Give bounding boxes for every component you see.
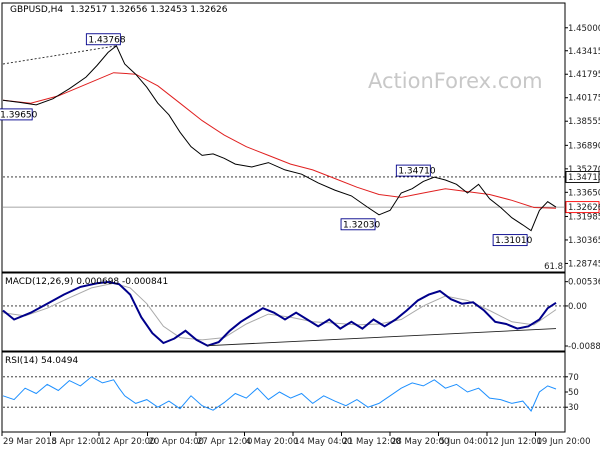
price-y-axis: 1.45000 1.43415 1.41795 1.40175 1.38555 1.368… <box>565 24 600 269</box>
price-badge <box>565 171 600 183</box>
x-tick-label: 19 Jun 20:00 <box>537 437 591 447</box>
macd-panel-frame <box>1 272 566 352</box>
price-marker-box <box>0 108 33 121</box>
price-badge <box>565 201 600 214</box>
price-marker-label: 1.43768 <box>88 35 125 45</box>
x-tick-label: 29 Mar 2018 <box>3 437 57 447</box>
fib-level-note: 61.8 <box>544 262 563 272</box>
macd-y-tick-label: 0.00 <box>568 302 587 312</box>
x-tick-label: 21 May 12:00 <box>343 437 401 447</box>
rsi-y-tick-label: 70 <box>568 373 579 383</box>
price-marker-label: 1.39650 <box>0 110 37 120</box>
macd-y-tick-label: 0.005368 <box>568 278 600 288</box>
watermark: ActionForex.com <box>368 69 543 93</box>
chart-symbol-label: GBPUSD,H4 1.32517 1.32656 1.32453 1.3262… <box>10 5 228 15</box>
rsi-line <box>2 376 557 412</box>
price-trendline <box>2 45 117 65</box>
price-marker-box <box>395 164 431 177</box>
macd-main-line <box>2 280 557 347</box>
x-tick-label: 20 Apr 04:00 <box>149 437 204 447</box>
x-tick-label: 12 Jun 12:00 <box>488 437 542 447</box>
price-panel: ActionForex.com 1.450001.434151.417951.4… <box>0 2 600 273</box>
macd-label: MACD(12,26,9) 0.000698 -0.000841 <box>5 277 168 287</box>
price-y-tick-label: 1.36890 <box>568 141 600 151</box>
price-y-tick-label: 1.28745 <box>568 259 600 269</box>
x-tick-label: 5 Jun 04:00 <box>440 437 489 447</box>
x-tick-label: 28 May 20:00 <box>391 437 449 447</box>
price-marker-label: 1.31010 <box>495 236 532 246</box>
price-candles <box>2 45 557 232</box>
macd-y-axis: 0.005368 0.00 -0.008855 <box>565 278 600 352</box>
price-y-tick-label: 1.30365 <box>568 236 600 246</box>
chart-symbol: GBPUSD,H4 <box>10 5 63 15</box>
rsi-label: RSI(14) 54.0494 <box>5 356 78 366</box>
price-y-tick-label: 1.41795 <box>568 70 600 80</box>
price-marker-label: 1.34710 <box>398 167 435 177</box>
x-tick-label: 27 Apr 12:00 <box>197 437 252 447</box>
rsi-y-tick-label: 30 <box>568 403 579 413</box>
price-marker-label: 1.32030 <box>343 220 380 230</box>
price-y-tick-label: 1.43415 <box>568 47 600 57</box>
price-badges: 1.34710 1.32626 <box>565 171 600 214</box>
price-y-tick-label: 1.31985 <box>568 212 600 222</box>
price-badge-label: 1.34710 <box>568 173 600 183</box>
x-tick-label: 14 May 04:00 <box>294 437 352 447</box>
ohlc-values: 1.32517 1.32656 1.32453 1.32626 <box>70 5 228 15</box>
macd-signal-line <box>2 282 557 341</box>
macd-trendline <box>207 328 557 347</box>
price-y-tick-label: 1.33650 <box>568 188 600 198</box>
x-tick-label: 5 Apr 12:00 <box>52 437 102 447</box>
price-y-tick-label: 1.35270 <box>568 165 600 175</box>
moving-average-line <box>2 72 557 209</box>
x-tick-label: 12 Apr 20:00 <box>100 437 155 447</box>
rsi-y-axis: 70 50 30 <box>565 373 579 413</box>
price-marker-box <box>85 33 121 46</box>
rsi-y-tick-label: 50 <box>568 388 579 398</box>
price-y-tick-label: 1.45000 <box>568 24 600 34</box>
price-markers: 1.43768 1.39650 1.34710 1.32030 1.31010 <box>0 33 533 247</box>
price-panel-frame <box>1 2 566 273</box>
macd-y-tick-label: -0.008855 <box>568 342 600 352</box>
x-tick-label: 4 May 20:00 <box>246 437 299 447</box>
price-y-tick-label: 1.38555 <box>568 117 600 127</box>
price-y-tick-label: 1.40175 <box>568 94 600 104</box>
price-marker-box <box>340 218 376 231</box>
price-marker-box <box>492 234 528 247</box>
price-badge-label: 1.32626 <box>568 203 600 213</box>
macd-panel: 0.005368 0.00 -0.008855 MACD(12,26,9) 0.00… <box>1 272 600 352</box>
rsi-panel: 70 50 30 RSI(14) 54.0494 <box>1 351 579 433</box>
